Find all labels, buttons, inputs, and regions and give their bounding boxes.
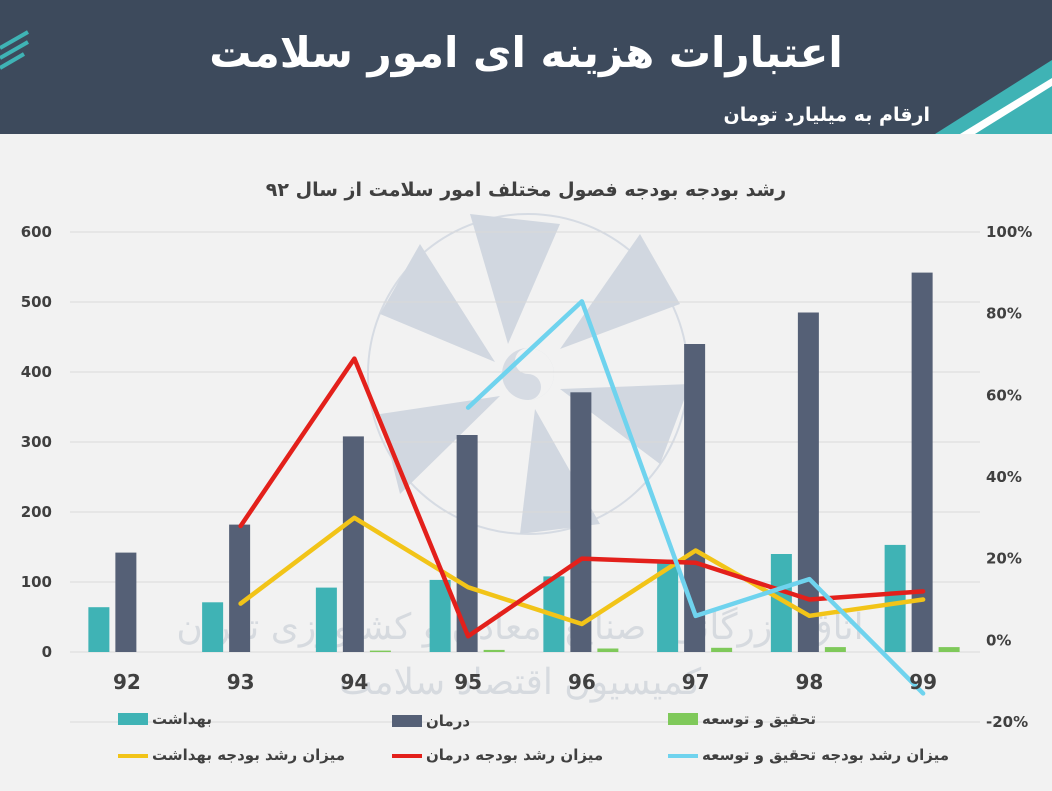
x-tick-label: 98 (795, 670, 823, 694)
y-left-tick-label: 300 (21, 433, 52, 451)
combo-chart: اتاق بازرگانی، صنایع، معادن و کشاورزی ته… (21, 213, 1033, 731)
bar-health (315, 587, 337, 652)
y-right-tick-label: -20% (986, 713, 1028, 731)
bar-health (202, 602, 224, 652)
bar-research (597, 648, 619, 652)
page-subtitle: ارقام به میلیارد تومان (723, 104, 930, 126)
y-left-tick-label: 400 (21, 363, 52, 381)
bar-health (657, 559, 679, 652)
legend-label: درمان (426, 712, 471, 730)
y-left-tick-label: 600 (21, 223, 52, 241)
page-title: اعتبارات هزینه ای امور سلامت (209, 28, 843, 77)
axes-group: 0 100 200 300 400 500 600 -20% 0% 20% 40% 60% 80% 100… (21, 223, 1033, 731)
y-right-tick-label: 100% (986, 223, 1032, 241)
white-stripe-shape (960, 78, 1052, 134)
bar-treatment (229, 524, 251, 652)
lines-group (238, 299, 926, 696)
y-left-tick-label: 200 (21, 503, 52, 521)
y-left-tick-label: 500 (21, 293, 52, 311)
chart-area: اتاق بازرگانی، صنایع، معادن و کشاورزی ته… (0, 134, 1052, 791)
y-left-tick-label: 100 (21, 573, 52, 591)
legend-line-swatch (392, 754, 422, 758)
bar-treatment (797, 312, 819, 652)
legend-line-swatch (668, 754, 698, 758)
watermark-text-2: کمیسیون اقتصاد سلامت (339, 662, 702, 703)
bar-research (824, 647, 846, 652)
tehran-chamber-logo-icon (367, 213, 690, 535)
bar-treatment (342, 436, 364, 652)
bar-treatment (570, 392, 592, 652)
legend-label: تحقیق و توسعه (702, 710, 817, 728)
watermark-text-1: اتاق بازرگانی، صنایع، معادن و کشاورزی ته… (176, 606, 863, 648)
y-right-tick-label: 80% (986, 305, 1022, 323)
bar-health (429, 579, 451, 652)
x-tick-label: 94 (340, 670, 368, 694)
watermark: اتاق بازرگانی، صنایع، معادن و کشاورزی ته… (176, 213, 864, 703)
bar-health (770, 554, 792, 652)
legend-bar-swatch (668, 713, 698, 725)
x-tick-label: 95 (454, 670, 482, 694)
y-right-tick-label: 0% (986, 631, 1011, 649)
line-health-growth (238, 515, 926, 627)
bars-group (88, 272, 960, 652)
legend-line-swatch (118, 754, 148, 758)
legend-label: میزان رشد بودجه بهداشت (152, 746, 346, 764)
line-research-growth (465, 299, 926, 696)
y-right-tick-label: 20% (986, 550, 1022, 568)
bar-research (369, 650, 391, 652)
bar-treatment (456, 435, 478, 652)
x-tick-label: 92 (113, 670, 141, 694)
bar-research (938, 647, 960, 652)
bar-treatment (911, 272, 933, 652)
legend-bar-swatch (118, 713, 148, 725)
bar-treatment (684, 344, 706, 652)
legend-label: میزان رشد بودجه درمان (426, 746, 604, 764)
line-treatment-growth (238, 356, 926, 639)
brand-chevrons-icon (0, 30, 29, 70)
legend-label: میزان رشد بودجه تحقیق و توسعه (702, 746, 950, 764)
x-tick-label: 97 (682, 670, 710, 694)
header-banner: اعتبارات هزینه ای امور سلامت ارقام به می… (0, 0, 1052, 134)
x-tick-label: 93 (227, 670, 255, 694)
legend-bar-swatch (392, 715, 422, 727)
header-decoration (0, 30, 1052, 134)
legend-label: بهداشت (152, 710, 212, 728)
teal-corner-shape (935, 60, 1052, 134)
bar-health (884, 544, 906, 652)
y-right-tick-label: 60% (986, 386, 1022, 404)
bar-health (88, 607, 110, 652)
y-right-tick-label: 40% (986, 468, 1022, 486)
y-left-tick-label: 0 (42, 643, 52, 661)
bar-research (711, 647, 733, 652)
x-tick-label: 99 (909, 670, 937, 694)
chart-title: رشد بودجه بودجه فصول مختلف امور سلامت از… (265, 179, 787, 201)
bar-treatment (115, 552, 137, 652)
x-tick-label: 96 (568, 670, 596, 694)
bar-research (483, 649, 505, 652)
